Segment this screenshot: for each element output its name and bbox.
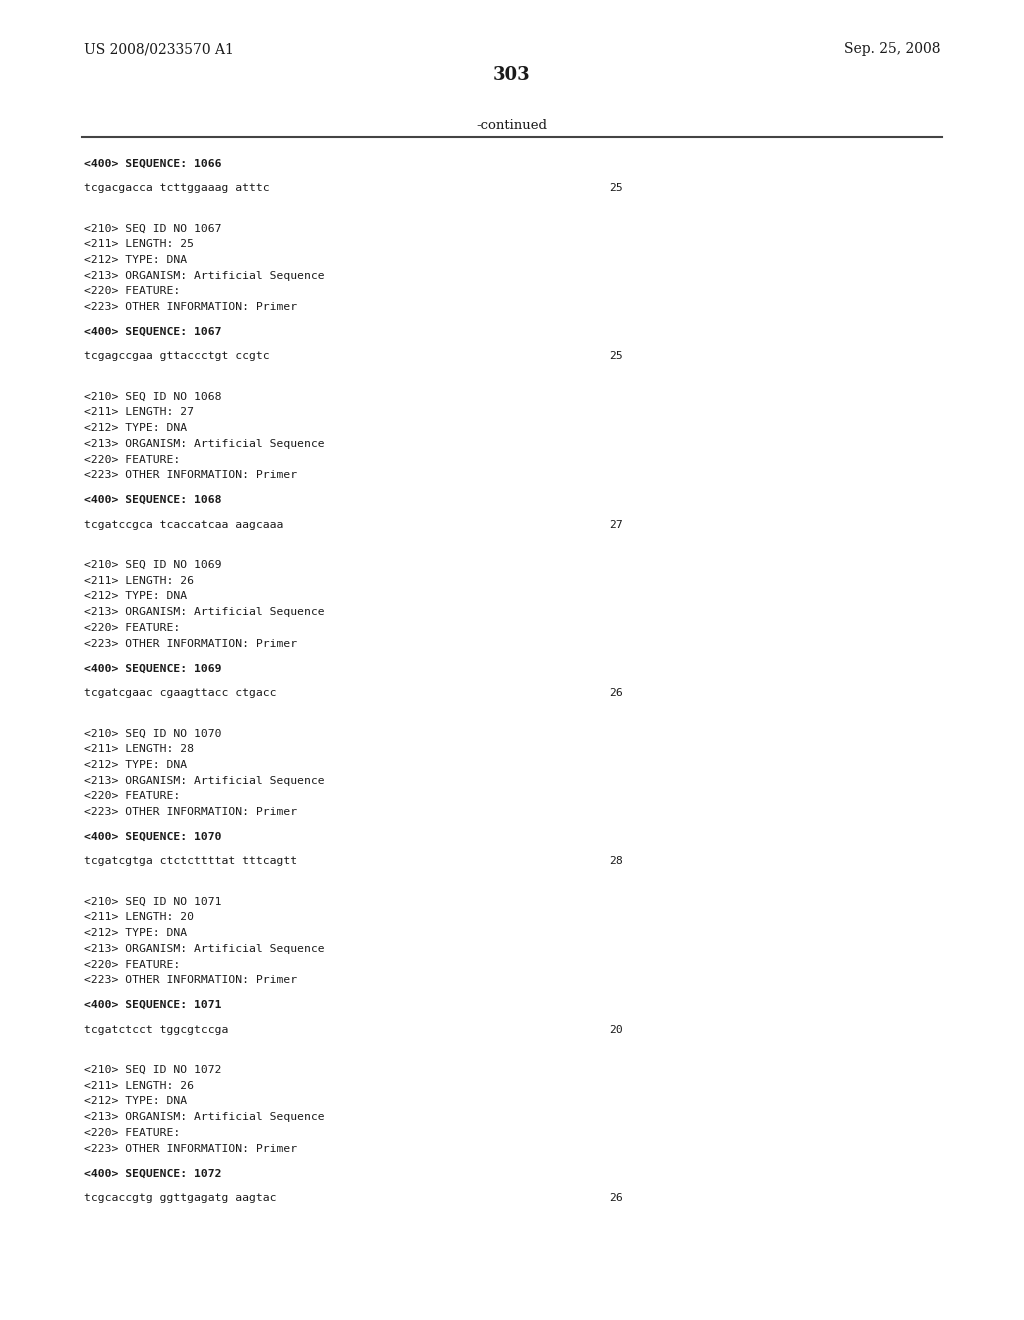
Text: <400> SEQUENCE: 1072: <400> SEQUENCE: 1072 xyxy=(84,1168,221,1179)
Text: tcgatcgaac cgaagttacc ctgacc: tcgatcgaac cgaagttacc ctgacc xyxy=(84,688,276,698)
Text: <211> LENGTH: 25: <211> LENGTH: 25 xyxy=(84,239,194,249)
Text: <210> SEQ ID NO 1070: <210> SEQ ID NO 1070 xyxy=(84,729,221,738)
Text: <220> FEATURE:: <220> FEATURE: xyxy=(84,960,180,969)
Text: US 2008/0233570 A1: US 2008/0233570 A1 xyxy=(84,42,233,57)
Text: <220> FEATURE:: <220> FEATURE: xyxy=(84,623,180,632)
Text: tcgatctcct tggcgtccga: tcgatctcct tggcgtccga xyxy=(84,1024,228,1035)
Text: 25: 25 xyxy=(609,351,623,362)
Text: tcgagccgaa gttaccctgt ccgtc: tcgagccgaa gttaccctgt ccgtc xyxy=(84,351,269,362)
Text: <400> SEQUENCE: 1066: <400> SEQUENCE: 1066 xyxy=(84,158,221,169)
Text: <212> TYPE: DNA: <212> TYPE: DNA xyxy=(84,760,187,770)
Text: <212> TYPE: DNA: <212> TYPE: DNA xyxy=(84,591,187,602)
Text: <212> TYPE: DNA: <212> TYPE: DNA xyxy=(84,1097,187,1106)
Text: <400> SEQUENCE: 1071: <400> SEQUENCE: 1071 xyxy=(84,1001,221,1010)
Text: <213> ORGANISM: Artificial Sequence: <213> ORGANISM: Artificial Sequence xyxy=(84,271,325,281)
Text: <223> OTHER INFORMATION: Primer: <223> OTHER INFORMATION: Primer xyxy=(84,1143,297,1154)
Text: tcgcaccgtg ggttgagatg aagtac: tcgcaccgtg ggttgagatg aagtac xyxy=(84,1193,276,1203)
Text: <400> SEQUENCE: 1068: <400> SEQUENCE: 1068 xyxy=(84,495,221,506)
Text: tcgatcgtga ctctcttttat tttcagtt: tcgatcgtga ctctcttttat tttcagtt xyxy=(84,857,297,866)
Text: <212> TYPE: DNA: <212> TYPE: DNA xyxy=(84,255,187,265)
Text: <210> SEQ ID NO 1069: <210> SEQ ID NO 1069 xyxy=(84,560,221,570)
Text: <211> LENGTH: 26: <211> LENGTH: 26 xyxy=(84,1081,194,1090)
Text: Sep. 25, 2008: Sep. 25, 2008 xyxy=(844,42,940,57)
Text: <213> ORGANISM: Artificial Sequence: <213> ORGANISM: Artificial Sequence xyxy=(84,607,325,618)
Text: <223> OTHER INFORMATION: Primer: <223> OTHER INFORMATION: Primer xyxy=(84,470,297,480)
Text: 26: 26 xyxy=(609,688,623,698)
Text: <223> OTHER INFORMATION: Primer: <223> OTHER INFORMATION: Primer xyxy=(84,975,297,985)
Text: 26: 26 xyxy=(609,1193,623,1203)
Text: <223> OTHER INFORMATION: Primer: <223> OTHER INFORMATION: Primer xyxy=(84,807,297,817)
Text: 25: 25 xyxy=(609,183,623,193)
Text: <400> SEQUENCE: 1070: <400> SEQUENCE: 1070 xyxy=(84,832,221,842)
Text: <220> FEATURE:: <220> FEATURE: xyxy=(84,791,180,801)
Text: <223> OTHER INFORMATION: Primer: <223> OTHER INFORMATION: Primer xyxy=(84,302,297,312)
Text: 28: 28 xyxy=(609,857,623,866)
Text: <223> OTHER INFORMATION: Primer: <223> OTHER INFORMATION: Primer xyxy=(84,639,297,648)
Text: -continued: -continued xyxy=(476,119,548,132)
Text: tcgatccgca tcaccatcaa aagcaaa: tcgatccgca tcaccatcaa aagcaaa xyxy=(84,520,284,529)
Text: <212> TYPE: DNA: <212> TYPE: DNA xyxy=(84,928,187,939)
Text: <220> FEATURE:: <220> FEATURE: xyxy=(84,286,180,296)
Text: <213> ORGANISM: Artificial Sequence: <213> ORGANISM: Artificial Sequence xyxy=(84,776,325,785)
Text: <213> ORGANISM: Artificial Sequence: <213> ORGANISM: Artificial Sequence xyxy=(84,438,325,449)
Text: <210> SEQ ID NO 1071: <210> SEQ ID NO 1071 xyxy=(84,896,221,907)
Text: <400> SEQUENCE: 1067: <400> SEQUENCE: 1067 xyxy=(84,327,221,337)
Text: <210> SEQ ID NO 1068: <210> SEQ ID NO 1068 xyxy=(84,392,221,401)
Text: <213> ORGANISM: Artificial Sequence: <213> ORGANISM: Artificial Sequence xyxy=(84,944,325,954)
Text: <210> SEQ ID NO 1072: <210> SEQ ID NO 1072 xyxy=(84,1065,221,1074)
Text: <213> ORGANISM: Artificial Sequence: <213> ORGANISM: Artificial Sequence xyxy=(84,1111,325,1122)
Text: <211> LENGTH: 26: <211> LENGTH: 26 xyxy=(84,576,194,586)
Text: 27: 27 xyxy=(609,520,623,529)
Text: tcgacgacca tcttggaaag atttc: tcgacgacca tcttggaaag atttc xyxy=(84,183,269,193)
Text: <220> FEATURE:: <220> FEATURE: xyxy=(84,1127,180,1138)
Text: <211> LENGTH: 20: <211> LENGTH: 20 xyxy=(84,912,194,923)
Text: <211> LENGTH: 27: <211> LENGTH: 27 xyxy=(84,408,194,417)
Text: 20: 20 xyxy=(609,1024,623,1035)
Text: <400> SEQUENCE: 1069: <400> SEQUENCE: 1069 xyxy=(84,663,221,673)
Text: <211> LENGTH: 28: <211> LENGTH: 28 xyxy=(84,744,194,754)
Text: 303: 303 xyxy=(494,66,530,84)
Text: <212> TYPE: DNA: <212> TYPE: DNA xyxy=(84,424,187,433)
Text: <210> SEQ ID NO 1067: <210> SEQ ID NO 1067 xyxy=(84,223,221,234)
Text: <220> FEATURE:: <220> FEATURE: xyxy=(84,454,180,465)
